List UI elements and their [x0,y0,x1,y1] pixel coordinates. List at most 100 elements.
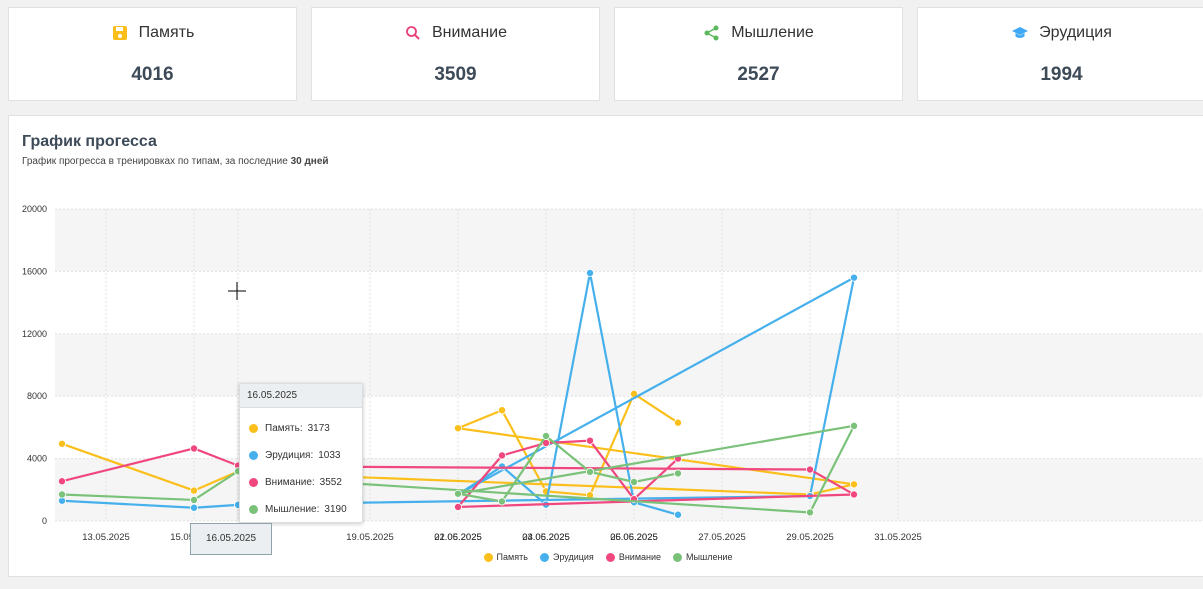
y-tick-label: 4000 [27,454,47,464]
data-point [189,495,198,504]
tooltip-value: 1033 [318,450,341,461]
data-point [189,486,198,495]
data-point [453,489,462,498]
grid-band [55,333,1203,397]
card-label: Эрудиция [1039,24,1112,41]
data-point [850,421,859,430]
tooltip-label: Эрудиция: [265,450,314,461]
data-point [806,465,815,474]
tooltip-dot [249,451,258,460]
card-value: 1994 [1040,64,1083,85]
x-tick-label: 29.05.2025 [786,532,834,543]
data-point [453,424,462,433]
card-label: Память [138,24,195,41]
x-tick-label: 25.05.2025 [610,532,658,543]
stat-card-memory: Память 4016 [8,7,297,101]
legend-dot [483,552,493,562]
data-point [497,406,506,415]
tooltip-dot [249,505,258,514]
card-value: 2527 [737,64,780,85]
legend-item[interactable]: Эрудиция [539,552,594,562]
chart-title: График прогесса [22,133,157,150]
tooltip-row: Внимание: 3552 [240,469,362,496]
progress-line-chart[interactable]: 04000800012000160002000013.05.202515.05.… [9,116,1203,578]
subtitle-text: График прогресса в тренировках по типам,… [22,156,288,167]
chart-subtitle: График прогресса в тренировках по типам,… [22,156,329,167]
data-point [189,503,198,512]
search-icon [406,26,420,40]
data-point [497,497,506,506]
save-icon [112,26,127,40]
tooltip-value: 3173 [307,423,330,434]
stat-card-erudition: Эрудиция 1994 [917,7,1203,101]
series-line [61,424,856,514]
data-point [674,418,683,427]
tooltip-label: Внимание: [265,477,315,488]
data-point [674,510,683,519]
tooltip-dot [249,424,258,433]
data-point [497,462,506,471]
y-tick-label: 12000 [22,329,47,339]
legend-dot [673,552,683,562]
grid-band [55,209,1203,272]
x-tick-label: 04.06.2025 [522,532,570,543]
x-tick-label: 13.05.2025 [82,532,130,543]
tooltip-row: Эрудиция: 1033 [240,442,362,469]
legend-item[interactable]: Мышление [673,552,732,562]
share-icon [704,25,719,41]
legend-label: Эрудиция [552,552,594,562]
series-line [61,272,856,516]
x-tick-label: 21.05.2025 [434,532,482,543]
stat-card-thinking: Мышление 2527 [614,7,903,101]
legend-label: Мышление [686,552,733,562]
legend-item[interactable]: Память [483,552,528,562]
progress-panel: График прогесса График прогресса в трени… [8,115,1203,577]
legend-dot [605,552,615,562]
tooltip-row: Память: 3173 [240,415,362,442]
data-point [58,477,67,486]
tooltip-date: 16.05.2025 [240,384,362,408]
x-tick-label: 19.05.2025 [346,532,394,543]
data-point [850,480,859,489]
x-tick-label: 27.05.2025 [698,532,746,543]
data-point [542,431,551,440]
graduation-cap-icon [1012,27,1029,38]
legend-item[interactable]: Внимание [605,552,661,562]
chart-tooltip: 16.05.2025 Память: 3173 Эрудиция: 1033 Вни… [239,383,363,523]
legend-label: Память [496,552,528,562]
card-value: 4016 [131,64,174,85]
chart-legend: Память Эрудиция Внимание Мышление [9,552,1203,562]
tooltip-label: Мышление: [265,504,320,515]
data-point [189,444,198,453]
card-label: Внимание [431,24,507,41]
tooltip-value: 3190 [324,504,347,515]
data-point [497,451,506,460]
data-point [586,467,595,476]
y-tick-label: 16000 [22,266,47,276]
data-point [630,477,639,486]
tooltip-dot [249,478,258,487]
data-point [58,490,67,499]
card-value: 3509 [434,64,477,85]
data-point [850,490,859,499]
data-point [586,436,595,445]
tooltip-label: Память: [265,423,303,434]
data-point [586,268,595,277]
legend-dot [539,552,549,562]
grid-band [55,271,1203,334]
y-tick-label: 20000 [22,204,47,214]
data-point [58,439,67,448]
series-line [61,392,855,497]
data-point [674,469,683,478]
x-tick-label: 02.06.2025 [434,532,482,543]
stat-card-attention: Внимание 3509 [311,7,600,101]
tooltip-row: Мышление: 3190 [240,496,362,523]
data-point [806,508,815,517]
crosshair-cursor-icon [228,282,246,300]
x-tick-label: 31.05.2025 [874,532,922,543]
y-tick-label: 8000 [27,391,47,401]
card-label: Мышление [731,24,814,41]
x-tick-label: 23.05.2025 [522,532,570,543]
subtitle-period: 30 дней [290,156,329,167]
data-point [453,502,462,511]
